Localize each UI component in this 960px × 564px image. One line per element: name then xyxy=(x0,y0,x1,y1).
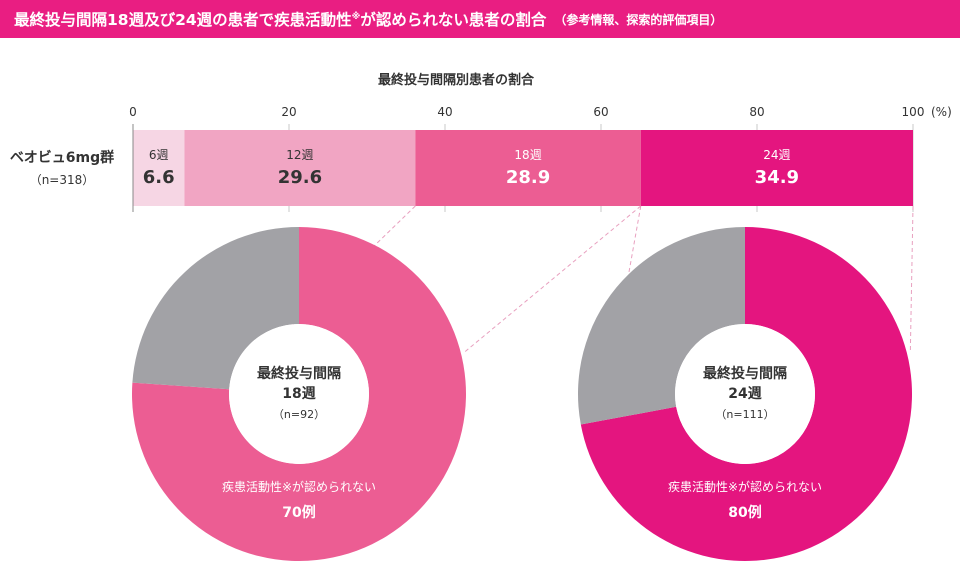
bar-segment-name: 12週 xyxy=(286,148,313,162)
x-tick-label: 60 xyxy=(593,105,608,119)
donut-center-line: 18週 xyxy=(282,386,315,402)
x-tick-label: 40 xyxy=(437,105,452,119)
page-title-rest: が認められない患者の割合 xyxy=(360,11,547,29)
donut-slice-count: 80例 xyxy=(728,504,761,521)
donut-slice-1 xyxy=(580,227,913,562)
donut-slice-label: 疾患活動性※が認められない xyxy=(222,479,376,494)
donut-slice-label: 疾患活動性※が認められない xyxy=(668,479,822,494)
bar-chart-title: 最終投与間隔別患者の割合 xyxy=(378,72,535,88)
title-bar: 最終投与間隔18週及び24週の患者で疾患活動性※が認められない患者の割合 （参考… xyxy=(0,0,960,38)
x-unit-label: (%) xyxy=(931,105,952,119)
bar-segment-value: 28.9 xyxy=(506,167,550,188)
donut-slice-count: 70例 xyxy=(282,504,315,521)
bar-segment-4 xyxy=(640,130,913,206)
donut-slice-2 xyxy=(132,227,299,390)
bar-segment-2 xyxy=(184,130,416,206)
page-title-main: 最終投与間隔18週及び24週の患者で疾患活動性 xyxy=(14,11,352,29)
x-tick-label: 80 xyxy=(749,105,764,119)
page-title: 最終投与間隔18週及び24週の患者で疾患活動性※が認められない患者の割合 xyxy=(14,8,546,30)
bar-segment-name: 6週 xyxy=(149,148,169,162)
bar-segment-value: 6.6 xyxy=(143,167,175,188)
donut-slice-2 xyxy=(578,227,745,425)
connector-line xyxy=(909,205,914,353)
donut-center-n: （n=111） xyxy=(715,408,774,421)
donut-center-line: 最終投与間隔 xyxy=(257,365,341,382)
x-tick-label: 20 xyxy=(281,105,296,119)
x-tick-label: 100 xyxy=(902,105,925,119)
page-title-mark: ※ xyxy=(351,11,361,22)
donut-hole xyxy=(229,324,369,464)
bar-segment-1 xyxy=(133,130,185,206)
connector-line xyxy=(464,205,642,353)
x-tick-label: 0 xyxy=(129,105,137,119)
bar-row-sublabel: （n=318） xyxy=(30,173,95,187)
donut-center-n: （n=92） xyxy=(273,408,325,421)
bar-segment-name: 24週 xyxy=(763,148,790,162)
bar-row-label: ベオビュ6mg群 xyxy=(10,149,114,166)
donut-hole xyxy=(675,324,815,464)
donut-center-line: 24週 xyxy=(728,386,761,402)
bar-segment-value: 29.6 xyxy=(278,167,322,188)
page-title-note: （参考情報、探索的評価項目） xyxy=(554,12,723,27)
bar-segment-value: 34.9 xyxy=(755,167,799,188)
donut-slice-1 xyxy=(131,227,467,561)
bar-segment-3 xyxy=(415,130,641,206)
bar-segment-name: 18週 xyxy=(514,148,541,162)
donut-center-line: 最終投与間隔 xyxy=(703,365,787,382)
